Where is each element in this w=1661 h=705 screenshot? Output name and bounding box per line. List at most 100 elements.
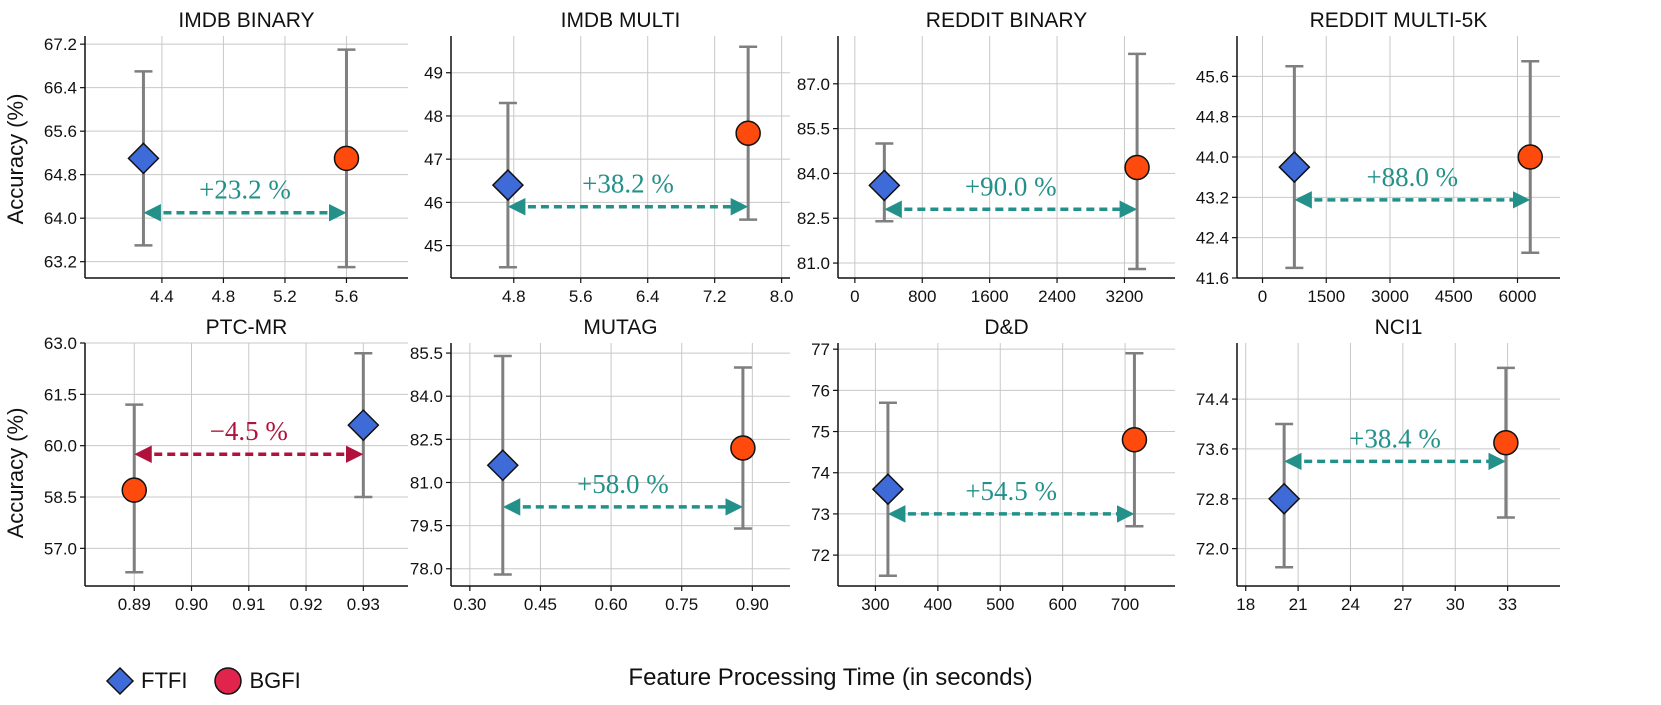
y-tick-label: 82.5 <box>797 209 830 228</box>
x-tick-label: 0.93 <box>347 595 380 614</box>
delta-label: +38.2 % <box>582 169 674 199</box>
y-tick-label: 64.0 <box>44 209 77 228</box>
x-tick-label: 2400 <box>1038 287 1076 306</box>
x-tick-label: 1600 <box>971 287 1009 306</box>
y-tick-label: 63.2 <box>44 253 77 272</box>
panel-title: REDDIT BINARY <box>926 9 1087 32</box>
ftfi-point <box>491 169 524 202</box>
y-tick-label: 44.8 <box>1196 108 1229 127</box>
panel-4: 0 1500 3000 4500 6000 41.6 42.4 43.2 44.0 44.8 45.… <box>1196 9 1560 306</box>
y-tick-label: 85.5 <box>410 344 443 363</box>
panel-3: 0 800 1600 2400 3200 81.0 82.5 84.0 85.5 87.0 REDD… <box>797 9 1175 306</box>
x-tick-label: 6.4 <box>636 287 660 306</box>
panel-5: 0.89 0.90 0.91 0.92 0.93 57.0 58.5 60.0 61.5 63.0… <box>44 316 408 614</box>
x-tick-label: 30 <box>1446 595 1465 614</box>
delta-label: +23.2 % <box>199 175 291 205</box>
legend-item-ftfi: FTFI <box>105 666 187 696</box>
panel-title: REDDIT MULTI-5K <box>1310 9 1488 32</box>
ftfi-point <box>1268 482 1301 515</box>
y-tick-label: 64.8 <box>44 166 77 185</box>
y-tick-label: 77 <box>811 340 830 359</box>
y-tick-label: 44.0 <box>1196 148 1229 167</box>
x-tick-label: 4500 <box>1435 287 1473 306</box>
y-tick-label: 73 <box>811 505 830 524</box>
x-tick-label: 700 <box>1111 595 1139 614</box>
x-tick-label: 0.30 <box>453 595 486 614</box>
y-tick-label: 57.0 <box>44 539 77 558</box>
delta-label: +58.0 % <box>577 469 669 499</box>
panel-1: 4.4 4.8 5.2 5.6 63.2 64.0 64.8 65.6 66.4 67.2 IMDB… <box>44 9 408 306</box>
x-tick-label: 24 <box>1341 595 1360 614</box>
x-tick-label: 4.8 <box>502 287 526 306</box>
y-tick-label: 48 <box>424 107 443 126</box>
delta-label: +90.0 % <box>965 171 1057 201</box>
x-tick-label: 8.0 <box>770 287 794 306</box>
y-tick-label: 43.2 <box>1196 188 1229 207</box>
x-tick-label: 4.4 <box>150 287 174 306</box>
delta-label: +54.5 % <box>965 476 1057 506</box>
y-tick-label: 58.5 <box>44 488 77 507</box>
y-tick-label: 74 <box>811 464 830 483</box>
panel-title: IMDB MULTI <box>561 9 681 32</box>
y-tick-label: 78.0 <box>410 560 443 579</box>
x-tick-label: 0.45 <box>524 595 557 614</box>
x-tick-label: 500 <box>986 595 1014 614</box>
x-tick-label: 0 <box>1258 287 1267 306</box>
y-tick-label: 72.8 <box>1196 490 1229 509</box>
x-tick-label: 5.2 <box>273 287 297 306</box>
panel-8: 18 21 24 27 30 33 72.0 72.8 73.6 74.4 NCI1 +38.4 % <box>1196 316 1560 614</box>
y-axis-label-top: Accuracy (%) <box>3 93 28 225</box>
y-tick-label: 49 <box>424 64 443 83</box>
panel-title: MUTAG <box>583 316 657 339</box>
x-tick-label: 1500 <box>1307 287 1345 306</box>
y-tick-label: 63.0 <box>44 334 77 353</box>
x-tick-label: 0.90 <box>175 595 208 614</box>
bgfi-point <box>121 477 148 503</box>
y-tick-label: 61.5 <box>44 385 77 404</box>
ftfi-point <box>1278 151 1311 184</box>
y-tick-label: 81.0 <box>797 254 830 273</box>
x-tick-label: 300 <box>861 595 889 614</box>
y-tick-label: 82.5 <box>410 430 443 449</box>
x-tick-label: 6000 <box>1499 287 1537 306</box>
bgfi-point <box>1121 427 1148 453</box>
panel-title: IMDB BINARY <box>178 9 314 32</box>
ftfi-point <box>871 473 904 506</box>
ftfi-point <box>486 449 519 482</box>
y-tick-label: 45 <box>424 237 443 256</box>
y-tick-label: 79.5 <box>410 517 443 536</box>
x-tick-label: 0.75 <box>665 595 698 614</box>
delta-label: +88.0 % <box>1366 162 1458 192</box>
panel-2: 4.8 5.6 6.4 7.2 8.0 45 46 47 48 49 IMDB MULTI +38.2… <box>424 9 793 306</box>
panel-7: 300 400 500 600 700 72 73 74 75 76 77 D&D +54.5 % <box>811 316 1175 614</box>
y-tick-label: 85.5 <box>797 120 830 139</box>
y-tick-label: 42.4 <box>1196 229 1229 248</box>
x-tick-label: 5.6 <box>335 287 359 306</box>
delta-label: +38.4 % <box>1349 423 1441 453</box>
y-tick-label: 47 <box>424 150 443 169</box>
x-tick-label: 0.92 <box>290 595 323 614</box>
legend: FTFI BGFI <box>105 663 327 699</box>
y-tick-label: 66.4 <box>44 79 77 98</box>
bgfi-point <box>1124 154 1150 181</box>
x-axis-label: Feature Processing Time (in seconds) <box>628 664 1033 691</box>
y-tick-label: 41.6 <box>1196 269 1229 288</box>
y-tick-label: 72.0 <box>1196 540 1229 559</box>
delta-label: −4.5 % <box>210 416 288 446</box>
panel-title: PTC-MR <box>206 316 288 339</box>
bgfi-point <box>333 145 360 172</box>
x-tick-label: 18 <box>1236 595 1255 614</box>
panel-title: D&D <box>984 316 1028 339</box>
x-tick-label: 33 <box>1498 595 1517 614</box>
x-tick-label: 0.91 <box>232 595 265 614</box>
bgfi-point <box>735 120 761 146</box>
x-tick-label: 3000 <box>1371 287 1409 306</box>
x-tick-label: 600 <box>1048 595 1076 614</box>
x-tick-label: 400 <box>924 595 952 614</box>
bgfi-point <box>1517 144 1543 170</box>
x-tick-label: 5.6 <box>569 287 593 306</box>
y-tick-label: 84.0 <box>410 387 443 406</box>
y-tick-label: 76 <box>811 381 830 400</box>
x-tick-label: 0.60 <box>595 595 628 614</box>
